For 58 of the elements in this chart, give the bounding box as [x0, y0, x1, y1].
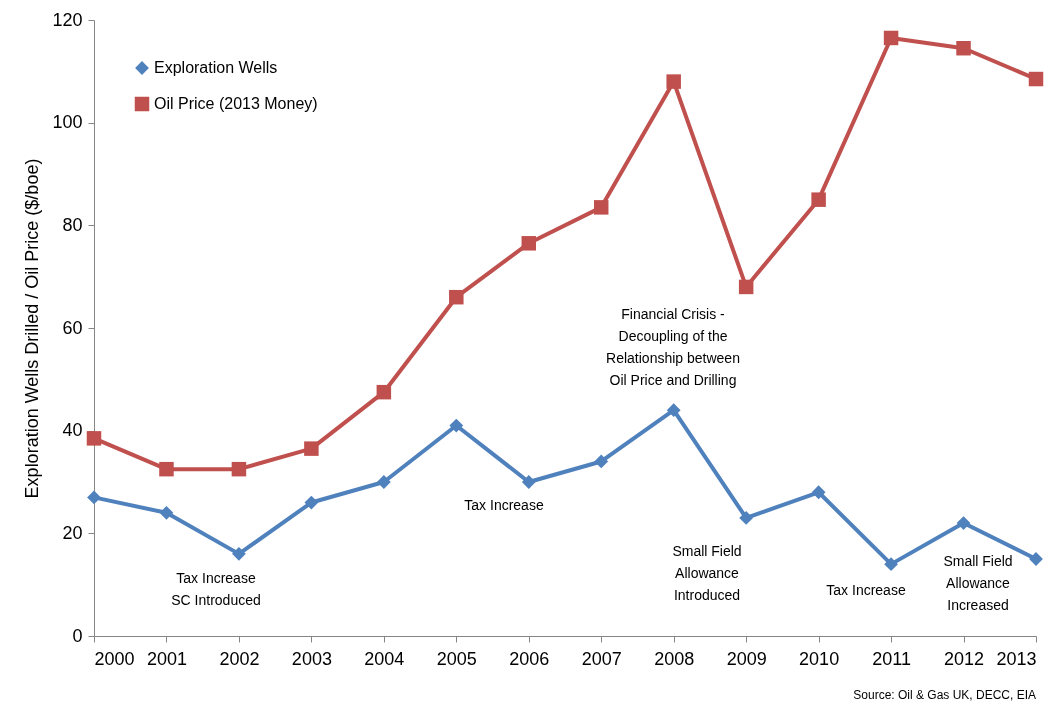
- x-tick-label: 2001: [146, 648, 187, 669]
- annotation: Financial Crisis - Decoupling of the Relationship between Oil Price and Drilling: [606, 306, 740, 388]
- annotation: Tax Increase SC Introduced: [171, 570, 261, 608]
- point: [232, 546, 246, 561]
- x-tick-label: 2010: [799, 648, 840, 669]
- point: [666, 403, 681, 418]
- annotation: Small Field Allowance Increased: [943, 553, 1013, 613]
- x-tick-label: 2009: [726, 648, 767, 669]
- point: [884, 557, 898, 572]
- y-tick-label: 40: [62, 420, 83, 441]
- point: [521, 236, 537, 251]
- point: [159, 505, 174, 520]
- x-tick-label: 2012: [944, 648, 985, 669]
- x-tick-label: 2013: [996, 648, 1037, 669]
- point: [521, 475, 536, 489]
- point: [811, 485, 826, 500]
- point: [304, 495, 319, 510]
- y-tick-label: 20: [62, 522, 83, 543]
- y-tick-label: 0: [72, 625, 83, 646]
- y-tick-label: 80: [62, 214, 83, 235]
- x-tick-label: 2003: [291, 648, 332, 669]
- point: [666, 74, 681, 89]
- x-tick-label: 2007: [581, 648, 622, 669]
- x-tick-label: 2000: [94, 648, 135, 669]
- point: [231, 461, 247, 477]
- point: [883, 30, 899, 46]
- point: [449, 289, 464, 305]
- point: [1028, 71, 1044, 87]
- x-tick-label: 2005: [436, 648, 477, 669]
- y-axis-title: Exploration Wells Drilled / Oil Price ($/boe): [22, 158, 43, 499]
- point: [159, 461, 174, 477]
- point: [304, 441, 319, 456]
- point: [594, 454, 609, 469]
- point: [86, 431, 102, 446]
- point: [956, 516, 971, 530]
- point: [376, 475, 391, 489]
- y-tick-label: 120: [52, 9, 83, 30]
- x-tick-label: 2011: [872, 648, 911, 669]
- point: [376, 384, 392, 400]
- y-tick-label: 60: [62, 317, 83, 338]
- point: [956, 40, 971, 56]
- x-tick-label: 2006: [509, 648, 550, 669]
- point: [739, 511, 754, 525]
- x-tick-label: 2002: [219, 648, 260, 669]
- point: [449, 418, 464, 433]
- legend-label: Oil Price (2013 Money): [154, 95, 318, 112]
- legend-label: Exploration Wells: [154, 59, 278, 76]
- y-tick-label: 100: [52, 112, 83, 133]
- source-note: Source: Oil & Gas UK, DECC, EIA: [853, 688, 1036, 702]
- x-tick-label: 2004: [364, 648, 405, 669]
- annotation: Tax Increase: [826, 582, 906, 598]
- annotation: Tax Increase: [464, 497, 544, 513]
- point: [87, 490, 101, 505]
- x-tick-label: 2008: [654, 648, 695, 669]
- point: [811, 192, 826, 207]
- point: [593, 200, 609, 215]
- annotation: Small Field Allowance Introduced: [672, 543, 742, 603]
- point: [738, 279, 754, 295]
